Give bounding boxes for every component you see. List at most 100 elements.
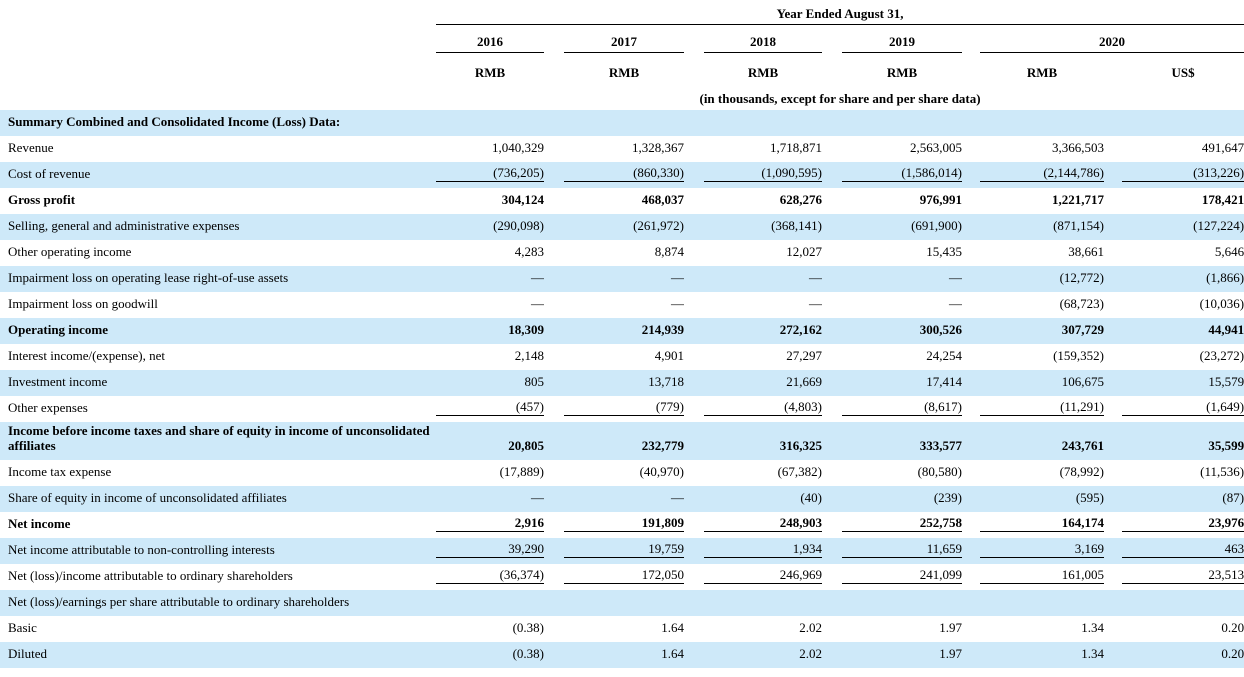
value-cell (436, 110, 544, 136)
value-cell: (368,141) (704, 214, 822, 240)
value-cell: 15,435 (842, 240, 962, 266)
value-cell: (159,352) (980, 344, 1104, 370)
value-cell: — (436, 292, 544, 318)
row-label: Operating income (8, 322, 109, 337)
value-cell: 248,903 (704, 512, 822, 538)
value-text: 18,309 (508, 322, 544, 337)
value-text: 248,903 (704, 515, 822, 532)
value-text: 307,729 (1061, 322, 1104, 337)
value-cell (704, 110, 822, 136)
value-cell: (4,803) (704, 396, 822, 422)
value-cell: (1,090,595) (704, 162, 822, 188)
value-text: (595) (1075, 490, 1104, 505)
row-label: Cost of revenue (8, 166, 91, 181)
table-row: Selling, general and administrative expe… (0, 214, 1244, 240)
value-cell: (10,036) (1122, 292, 1244, 318)
value-cell: 1,221,717 (980, 188, 1104, 214)
value-text: (368,141) (771, 218, 822, 233)
value-cell: — (564, 266, 684, 292)
value-cell: 976,991 (842, 188, 962, 214)
value-text: 19,759 (564, 541, 684, 558)
value-text: 4,283 (514, 244, 544, 259)
table-row: Operating income 18,309 214,939 272,162 300,… (0, 318, 1244, 344)
value-cell: 3,366,503 (980, 136, 1104, 162)
value-text: 2,916 (436, 515, 544, 532)
value-cell: (261,972) (564, 214, 684, 240)
value-text: (779) (564, 399, 684, 416)
unit-header-usd-2020: US$ (1171, 65, 1195, 80)
year-header-2020: 2020 (980, 28, 1244, 56)
table-row: Other expenses (457) (779) (4,803) (8,617) (1… (0, 396, 1244, 422)
row-label: Other expenses (8, 400, 88, 415)
value-cell (704, 590, 822, 616)
value-cell: (11,291) (980, 396, 1104, 422)
value-text: (10,036) (1199, 296, 1244, 311)
value-text: 1,040,329 (492, 140, 544, 155)
row-label: Basic (8, 620, 37, 635)
value-text: 214,939 (641, 322, 684, 337)
row-label: Selling, general and administrative expe… (8, 218, 240, 233)
value-text: 20,805 (508, 438, 544, 453)
value-text: 106,675 (1061, 374, 1104, 389)
value-cell: 21,669 (704, 370, 822, 396)
table-header: Year Ended August 31, 2016 2017 2018 201… (0, 0, 1244, 110)
value-text: — (949, 296, 962, 311)
row-label: Revenue (8, 140, 54, 155)
table-row: Net income attributable to non-controlli… (0, 538, 1244, 564)
value-text: 463 (1122, 541, 1244, 558)
value-text: (313,226) (1122, 165, 1244, 182)
table-row: Net (loss)/earnings per share attributab… (0, 590, 1244, 616)
row-label: Net (loss)/income attributable to ordina… (8, 568, 293, 583)
value-text: 491,647 (1201, 140, 1244, 155)
value-text: 1.97 (939, 646, 962, 661)
table-row: Cost of revenue (736,205) (860,330) (1,090,… (0, 162, 1244, 188)
table-row: Income tax expense (17,889) (40,970) (67,38… (0, 460, 1244, 486)
row-label: Income before income taxes and share of … (8, 423, 430, 454)
value-text: (0.38) (512, 620, 544, 635)
value-cell (842, 590, 962, 616)
value-text: 2,148 (514, 348, 544, 363)
value-cell (842, 110, 962, 136)
value-text: 44,941 (1208, 322, 1244, 337)
row-label: Net income (8, 516, 71, 531)
bottom-margin (0, 668, 1244, 673)
value-cell: — (564, 292, 684, 318)
value-text: (239) (933, 490, 962, 505)
value-cell: — (436, 266, 544, 292)
value-cell: 241,099 (842, 564, 962, 590)
value-text: 23,513 (1122, 567, 1244, 584)
value-text: 5,646 (1214, 244, 1244, 259)
value-cell: 2.02 (704, 642, 822, 668)
year-ended-row: Year Ended August 31, (0, 0, 1244, 28)
value-cell: (127,224) (1122, 214, 1244, 240)
value-text: 1.64 (661, 620, 684, 635)
value-text: 2.02 (799, 646, 822, 661)
value-text: — (671, 270, 684, 285)
value-cell: (0.38) (436, 616, 544, 642)
value-cell: (313,226) (1122, 162, 1244, 188)
value-cell: 333,577 (842, 422, 962, 460)
value-text: — (531, 490, 544, 505)
row-label: Investment income (8, 374, 108, 389)
value-text: 805 (524, 374, 545, 389)
value-text: — (671, 296, 684, 311)
value-cell: (239) (842, 486, 962, 512)
table-body: Summary Combined and Consolidated Income… (0, 110, 1244, 668)
value-text: — (531, 296, 544, 311)
value-cell: 8,874 (564, 240, 684, 266)
value-text: 243,761 (1061, 438, 1104, 453)
value-cell: 12,027 (704, 240, 822, 266)
table-row: Investment income 805 13,718 21,669 17,414 10… (0, 370, 1244, 396)
value-cell: 15,579 (1122, 370, 1244, 396)
value-text: (23,272) (1199, 348, 1244, 363)
value-cell: (12,772) (980, 266, 1104, 292)
value-cell (980, 590, 1104, 616)
year-ended-header-cell: Year Ended August 31, (436, 0, 1244, 28)
value-text: 1,328,367 (632, 140, 684, 155)
value-text: 17,414 (926, 374, 962, 389)
value-cell: (0.38) (436, 642, 544, 668)
value-cell: (78,992) (980, 460, 1104, 486)
value-text: (17,889) (499, 464, 544, 479)
value-cell: 161,005 (980, 564, 1104, 590)
